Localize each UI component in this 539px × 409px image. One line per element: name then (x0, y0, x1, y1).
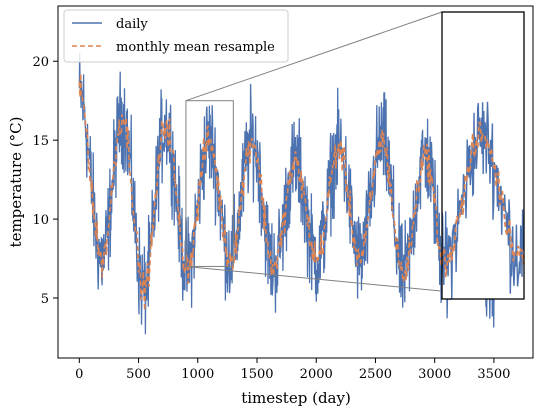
zoom-connector-top (185, 11, 443, 102)
x-axis-label: timestep (day) (241, 389, 351, 407)
y-axis-ticks: 5 10 15 20 (32, 55, 58, 307)
x-tick-label: 2500 (359, 367, 392, 382)
x-tick-label: 2000 (300, 367, 333, 382)
y-tick-label: 15 (32, 134, 49, 149)
inset-frame (441, 11, 525, 300)
x-tick-label: 1000 (181, 367, 214, 382)
zoom-source-box (185, 100, 234, 267)
y-tick-label: 10 (32, 213, 49, 228)
inset-monthly-mean-line (442, 121, 524, 278)
y-tick-label: 20 (32, 55, 49, 70)
x-tick-label: 3000 (418, 367, 451, 382)
monthly-mean-line (78, 73, 513, 311)
legend-monthly-label: monthly mean resample (116, 40, 275, 55)
x-tick-label: 0 (75, 367, 83, 382)
x-axis-ticks: 0 500 1000 1500 2000 2500 3000 3500 (75, 358, 510, 382)
x-tick-label: 500 (126, 367, 151, 382)
main-lines (78, 52, 513, 335)
y-axis-label: temperature (°C) (7, 117, 25, 248)
legend-box (63, 9, 289, 63)
x-tick-label: 3500 (477, 367, 510, 382)
legend: daily monthly mean resample (63, 9, 289, 63)
x-tick-label: 1500 (240, 367, 273, 382)
y-tick-label: 5 (41, 292, 49, 307)
legend-daily-label: daily (116, 17, 148, 32)
plot-frame (57, 5, 534, 359)
inset-lines (442, 101, 524, 299)
daily-line (78, 52, 513, 335)
